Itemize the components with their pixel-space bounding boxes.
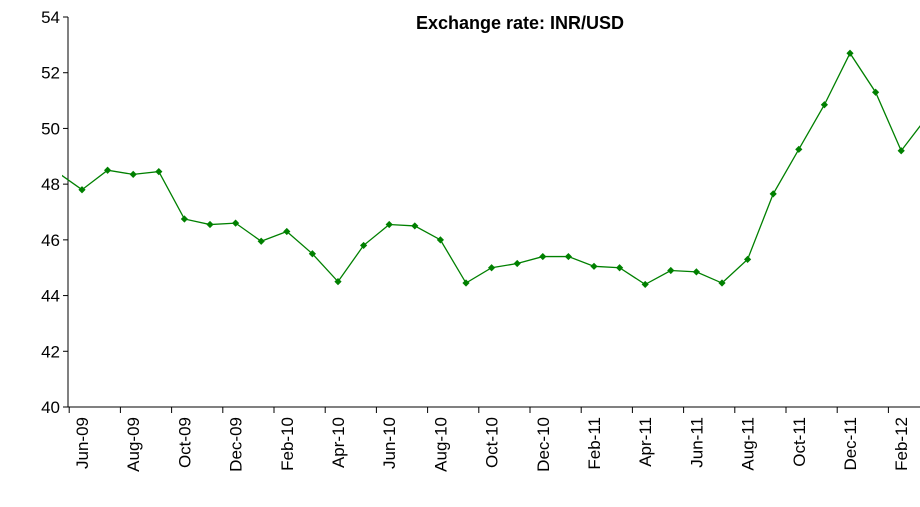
- y-tick-label: 40: [41, 398, 60, 417]
- x-tick-label: Apr-10: [329, 417, 348, 468]
- marker: [308, 250, 316, 258]
- marker: [641, 280, 649, 289]
- marker: [718, 279, 726, 287]
- marker: [667, 266, 675, 275]
- x-tick-label: Aug-09: [124, 417, 143, 472]
- y-tick-label: 54: [41, 8, 60, 27]
- marker: [257, 237, 265, 245]
- marker: [334, 278, 342, 286]
- marker: [462, 279, 470, 287]
- marker: [897, 147, 905, 155]
- x-tick-label: Aug-10: [431, 417, 450, 472]
- y-tick-label: 44: [41, 287, 60, 306]
- marker: [411, 222, 419, 230]
- marker: [820, 101, 828, 109]
- marker: [795, 145, 803, 153]
- x-tick-label: Oct-10: [483, 417, 502, 468]
- marker: [769, 190, 777, 198]
- marker: [846, 49, 854, 57]
- marker: [206, 220, 214, 229]
- marker: [539, 252, 547, 261]
- marker: [590, 262, 598, 270]
- y-tick-label: 52: [41, 64, 60, 83]
- marker: [232, 219, 240, 227]
- marker: [513, 259, 521, 268]
- marker: [129, 170, 137, 178]
- x-tick-label: Jun-11: [687, 417, 706, 468]
- x-tick-label: Apr-11: [636, 417, 655, 467]
- marker: [488, 264, 496, 272]
- x-tick-label: Aug-11: [739, 417, 758, 471]
- y-tick-label: 42: [41, 342, 60, 361]
- marker: [872, 88, 880, 96]
- marker: [155, 168, 163, 176]
- y-tick-label: 46: [41, 231, 60, 250]
- x-tick-label: Dec-11: [841, 417, 860, 471]
- marker: [692, 268, 700, 276]
- x-tick-label: Feb-10: [278, 417, 297, 471]
- x-tick-label: Dec-10: [534, 417, 553, 472]
- marker: [360, 241, 368, 250]
- marker: [283, 227, 291, 236]
- marker: [78, 186, 86, 194]
- x-tick-label: Oct-11: [790, 417, 809, 467]
- x-tick-label: Oct-09: [175, 417, 194, 468]
- y-tick-label: 48: [41, 175, 60, 194]
- x-tick-label: Feb-11: [585, 417, 604, 470]
- marker: [180, 215, 188, 223]
- marker: [104, 166, 112, 174]
- plot-area: [53, 49, 920, 289]
- marker: [385, 220, 393, 229]
- x-tick-label: Dec-09: [227, 417, 246, 472]
- marker: [436, 236, 444, 244]
- series-line: [62, 51, 920, 286]
- y-tick-label: 50: [41, 119, 60, 138]
- chart-title: Exchange rate: INR/USD: [416, 13, 624, 33]
- x-tick-label: Jun-10: [380, 417, 399, 469]
- marker: [53, 168, 60, 175]
- x-tick-label: Jun-09: [73, 417, 92, 469]
- marker: [744, 255, 752, 263]
- marker: [564, 252, 572, 261]
- x-tick-label: Feb-12: [892, 417, 911, 471]
- marker: [616, 264, 624, 272]
